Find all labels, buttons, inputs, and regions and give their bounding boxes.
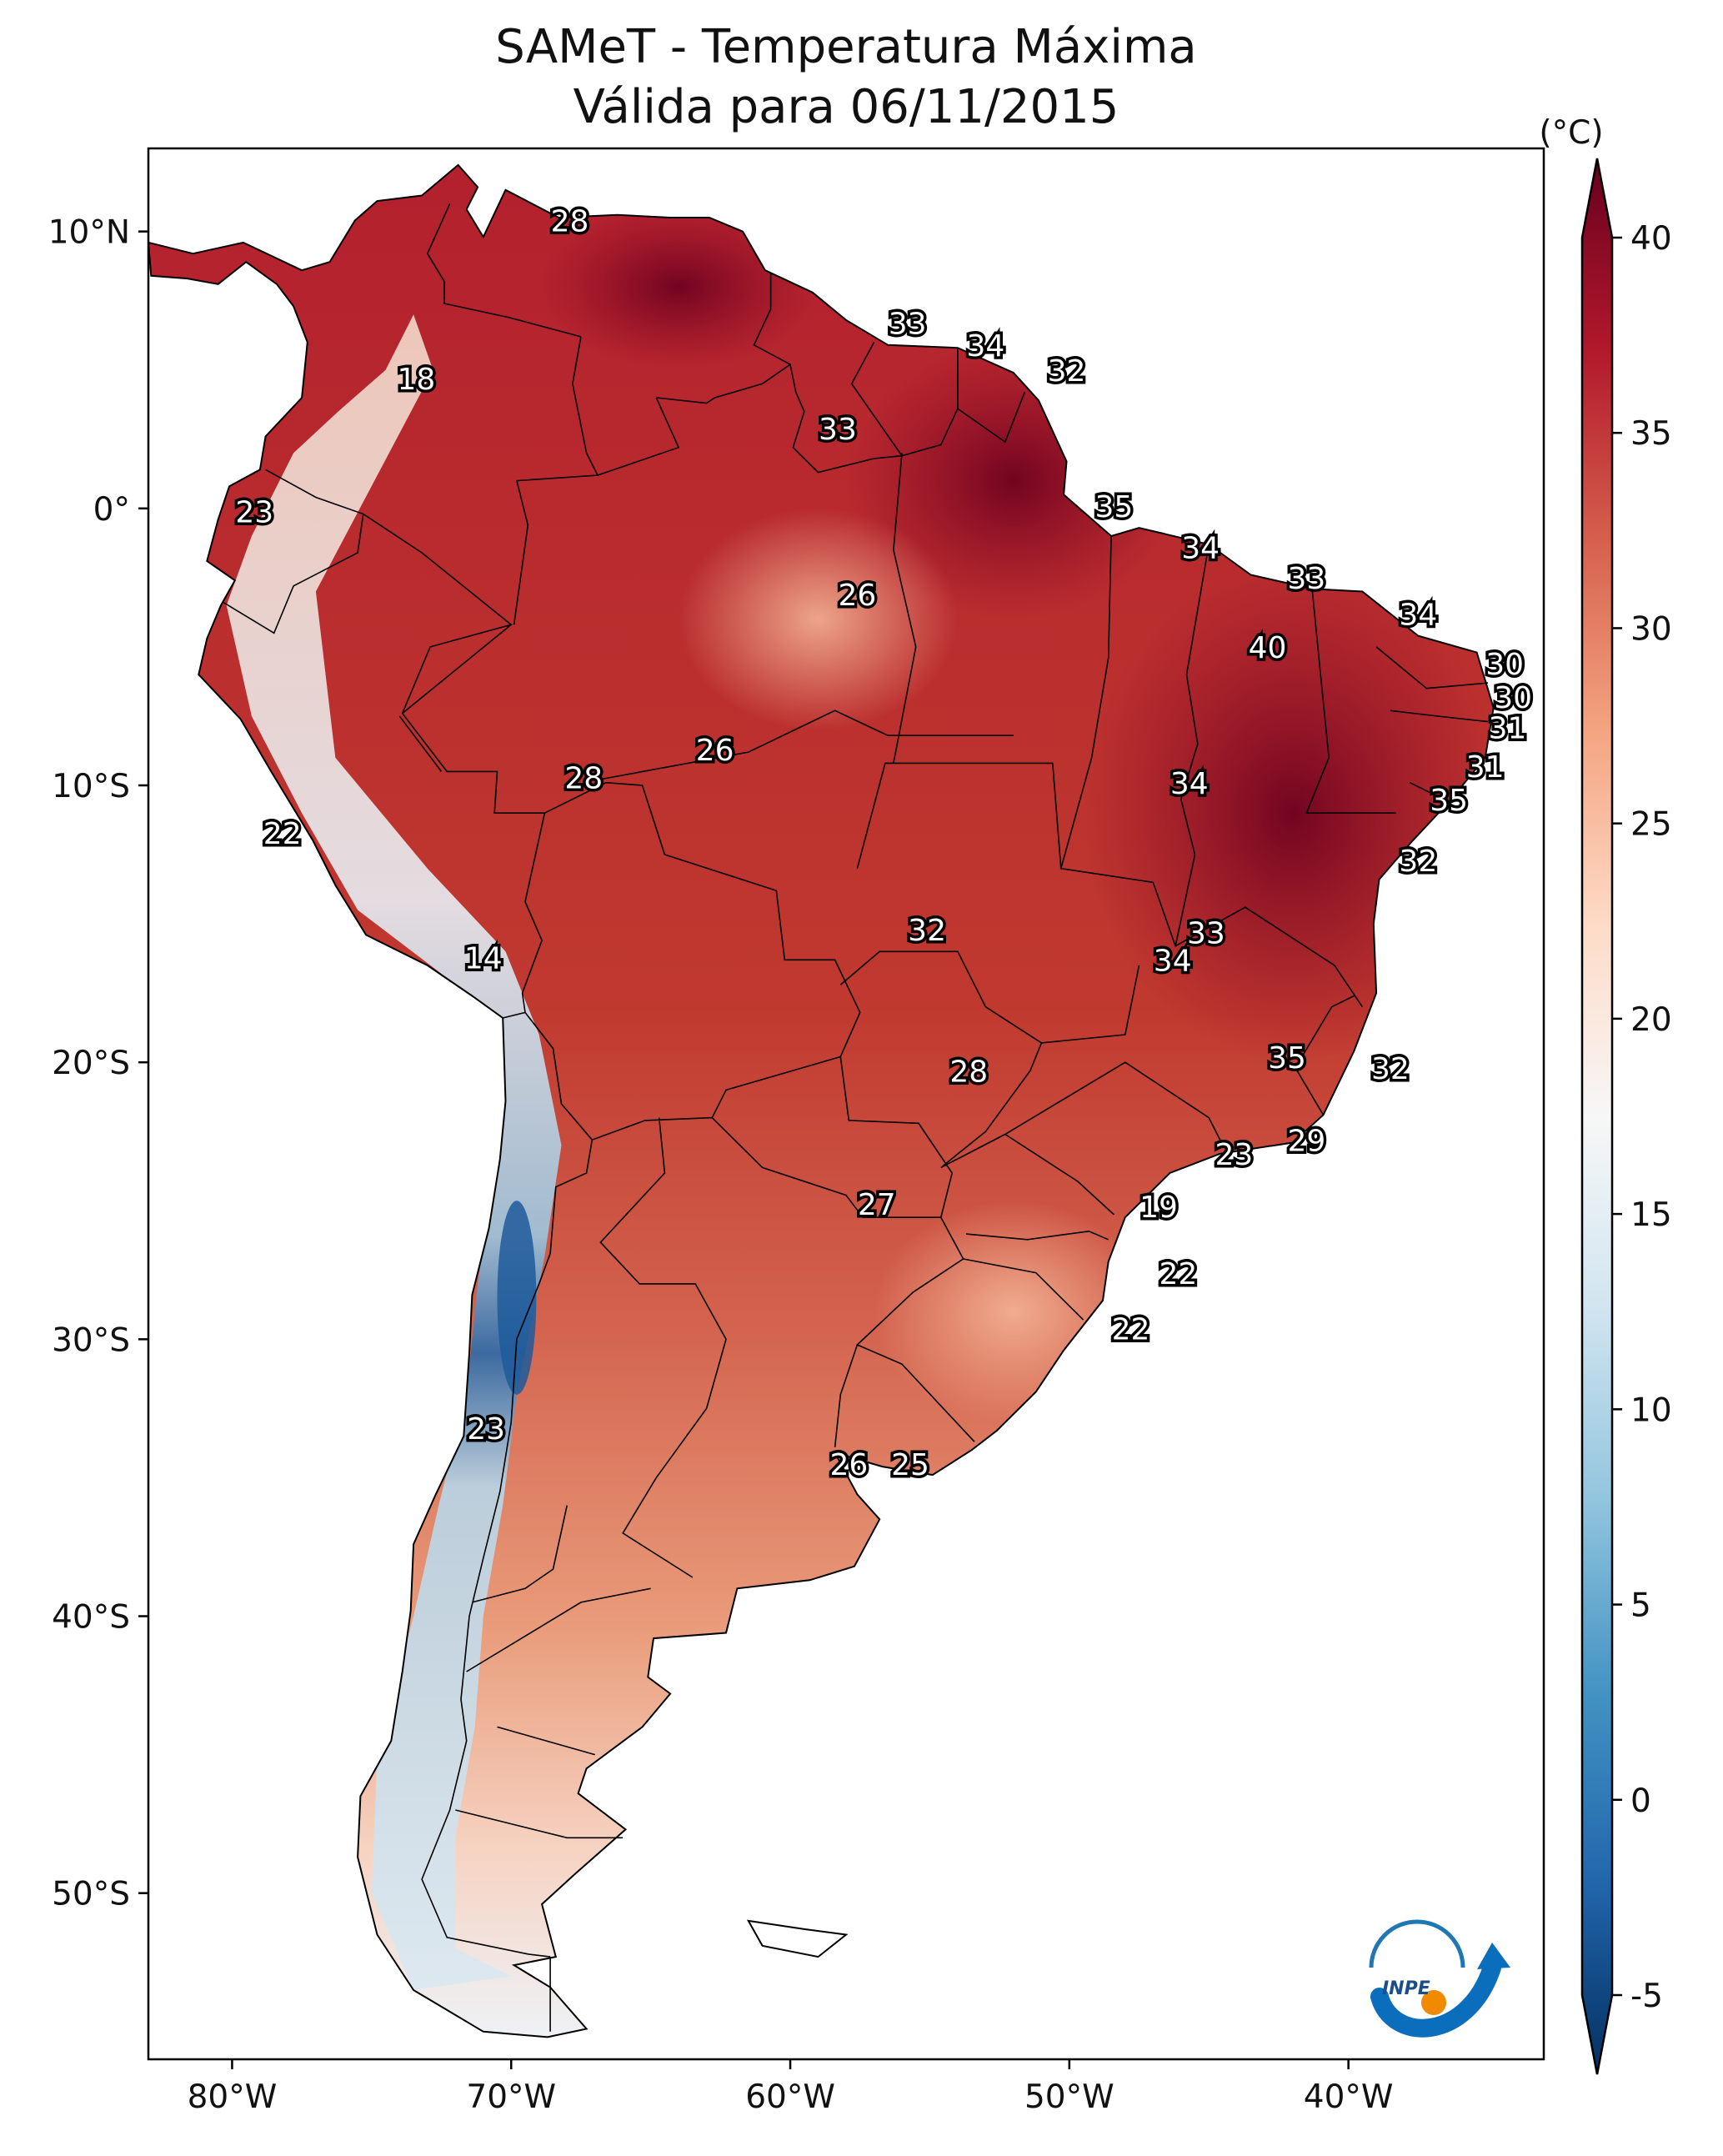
inpe-logo-text: INPE (1382, 1978, 1430, 1999)
station-value-label: 32 (1048, 354, 1086, 389)
station-value-label: 32 (1371, 1052, 1410, 1086)
station-value-label: 23 (467, 1412, 505, 1447)
station-value-label: 40 (1249, 631, 1287, 665)
andes-cold-strip (226, 314, 562, 1990)
colorbar-tick-label: 10 (1630, 1391, 1672, 1429)
colorbar-tick-label: 15 (1630, 1196, 1672, 1234)
colorbar: 40 35 30 25 20 15 10 5 0 -5 (°C) (1539, 114, 1672, 2075)
station-value-label: 32 (908, 914, 946, 948)
station-value-label: 28 (949, 1055, 988, 1089)
longitude-tick-label: 40°W (1304, 2078, 1394, 2116)
colorbar-tick-label: 35 (1630, 415, 1672, 453)
latitude-axis: 10°N 0° 10°S 20°S 30°S 40°S 50°S (48, 214, 148, 1913)
colorbar-gradient (1580, 158, 1614, 2075)
station-value-label: 33 (819, 413, 857, 447)
coastline (148, 163, 1495, 2038)
longitude-tick-label: 60°W (745, 2078, 835, 2116)
station-value-label: 23 (235, 495, 273, 529)
station-value-label: 27 (858, 1188, 896, 1222)
station-value-label: 33 (1288, 562, 1326, 596)
station-value-label: 23 (1215, 1138, 1253, 1172)
station-value-label: 22 (263, 817, 302, 851)
latitude-tick-label: 10°S (52, 768, 130, 805)
station-value-label: 18 (398, 363, 436, 397)
station-value-label: 19 (1139, 1191, 1178, 1225)
longitude-tick-label: 80°W (188, 2078, 278, 2116)
andes-coldest-core (497, 1201, 537, 1395)
latitude-tick-label: 0° (93, 491, 130, 529)
longitude-tick-label: 70°W (466, 2078, 556, 2116)
latitude-tick-label: 20°S (52, 1045, 130, 1082)
colorbar-ticks: 40 35 30 25 20 15 10 5 0 -5 (1612, 220, 1672, 2015)
longitude-axis: 80°W 70°W 60°W 50°W 40°W (188, 2059, 1394, 2116)
colorbar-unit: (°C) (1539, 114, 1603, 152)
station-value-label: 34 (966, 329, 1004, 364)
station-value-label: 31 (1489, 712, 1527, 746)
station-value-label: 28 (564, 761, 603, 795)
latitude-tick-label: 10°N (48, 214, 130, 252)
station-value-label: 22 (1112, 1312, 1150, 1346)
colorbar-tick-label: 20 (1630, 1001, 1672, 1039)
colorbar-tick-label: 0 (1630, 1782, 1651, 1820)
station-value-label: 22 (1160, 1257, 1198, 1291)
map-title-line1: SAMeT - Temperatura Máxima (495, 20, 1197, 74)
station-value-label: 34 (1170, 767, 1209, 801)
station-value-label: 33 (1187, 916, 1225, 950)
colorbar-tick-label: -5 (1630, 1978, 1663, 2015)
colorbar-tick-label: 25 (1630, 806, 1672, 844)
station-value-label: 35 (1095, 490, 1134, 524)
inpe-logo: INPE (1369, 1919, 1510, 2038)
station-value-label: 30 (1485, 648, 1524, 682)
mild-region-amazon (679, 508, 958, 730)
station-value-label: 35 (1268, 1041, 1306, 1075)
station-value-label: 29 (1288, 1125, 1326, 1159)
map-title-line2: Válida para 06/11/2015 (573, 80, 1119, 134)
station-value-label: 14 (464, 941, 503, 975)
station-value-label: 26 (829, 1448, 868, 1482)
map-frame (147, 147, 1545, 2061)
station-value-label: 25 (891, 1448, 929, 1482)
longitude-tick-label: 50°W (1024, 2078, 1114, 2116)
station-value-label: 33 (889, 308, 927, 342)
station-value-label: 30 (1494, 681, 1532, 715)
station-value-label: 34 (1154, 945, 1192, 979)
hot-region-caribbean (538, 203, 819, 370)
station-value-label: 32 (1399, 845, 1437, 879)
station-value-label: 35 (1430, 784, 1468, 818)
station-value-label: 34 (1181, 532, 1220, 566)
political-borders (223, 203, 1489, 2032)
station-value-label: 31 (1466, 750, 1505, 785)
station-value-label: 26 (838, 579, 876, 613)
latitude-tick-label: 50°S (52, 1876, 130, 1913)
latitude-tick-label: 30°S (52, 1321, 130, 1359)
colorbar-tick-label: 5 (1630, 1587, 1651, 1625)
latitude-tick-label: 40°S (52, 1599, 130, 1637)
station-value-label: 34 (1399, 598, 1437, 632)
colorbar-tick-label: 30 (1630, 610, 1672, 648)
station-value-label: 26 (696, 734, 734, 768)
colorbar-tick-label: 40 (1630, 220, 1672, 258)
station-value-label: 28 (551, 205, 589, 239)
